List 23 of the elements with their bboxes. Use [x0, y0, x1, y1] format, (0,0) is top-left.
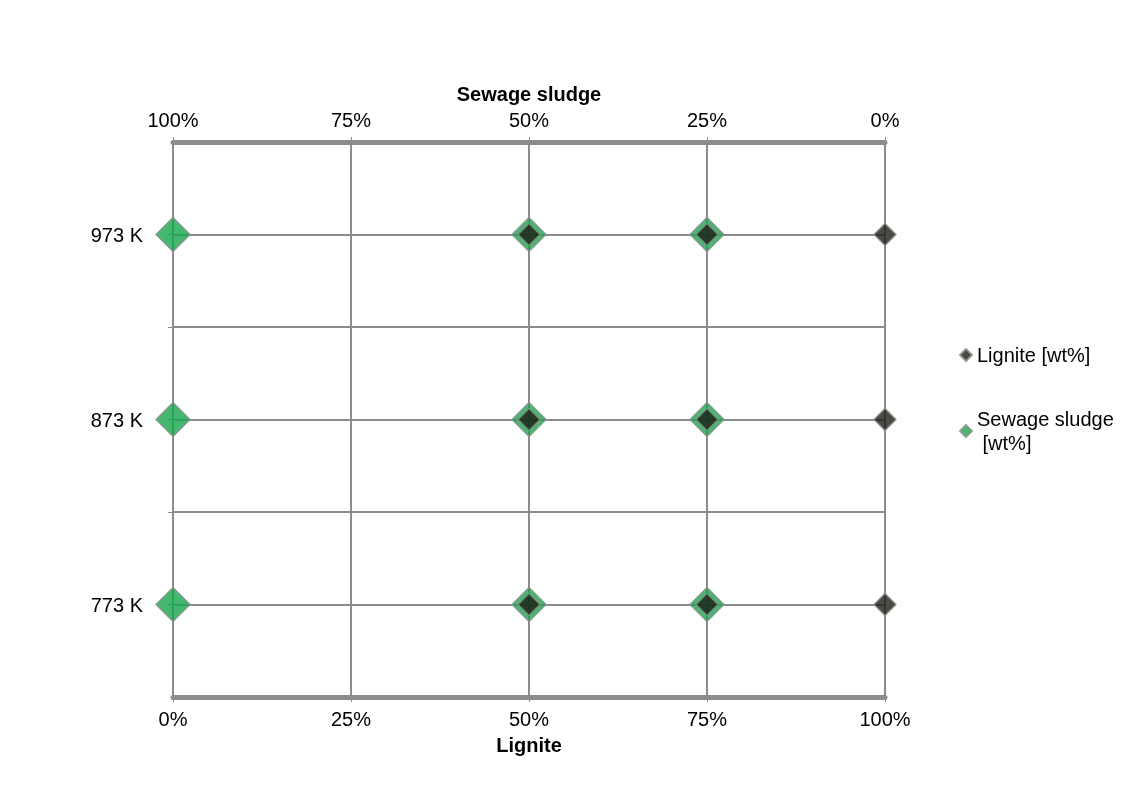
x-tick-label: 100%	[859, 708, 911, 730]
x-axis-title: Lignite	[496, 734, 562, 756]
point	[155, 586, 191, 623]
x2-axis-title: Sewage sludge	[456, 83, 602, 105]
legend-label: Sewage sludge [wt%]	[977, 408, 1114, 454]
point	[155, 216, 191, 253]
point	[873, 222, 897, 247]
point	[873, 592, 897, 617]
legend-label: Lignite [wt%]	[977, 344, 1091, 366]
point	[873, 407, 897, 432]
x-tick-label: 25%	[330, 708, 372, 730]
y-tick-label: 973 K	[90, 223, 144, 246]
x-tick-label: 75%	[686, 708, 728, 730]
x2-tick-label: 50%	[508, 109, 550, 131]
x-tick-label: 0%	[158, 708, 188, 730]
y-tick-label: 773 K	[90, 593, 144, 616]
x-tick-label: 50%	[508, 708, 550, 730]
x2-tick-label: 100%	[147, 109, 199, 131]
y-tick-label: 873 K	[90, 408, 144, 431]
x2-tick-label: 25%	[686, 109, 728, 131]
point	[155, 401, 191, 438]
x2-tick-label: 75%	[330, 109, 372, 131]
x2-tick-label: 0%	[870, 109, 900, 131]
